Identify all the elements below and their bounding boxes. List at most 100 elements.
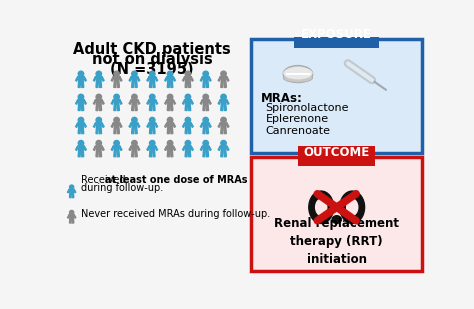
Circle shape [96,71,101,77]
Polygon shape [96,150,99,157]
Polygon shape [202,100,209,103]
Polygon shape [99,80,101,87]
Circle shape [221,141,226,146]
Polygon shape [149,146,155,150]
Polygon shape [137,123,140,128]
Polygon shape [155,100,157,104]
Circle shape [167,117,173,123]
Circle shape [221,117,226,123]
Circle shape [149,71,155,77]
Polygon shape [185,150,188,157]
Polygon shape [135,126,137,133]
Polygon shape [209,123,211,128]
Polygon shape [171,150,173,157]
Circle shape [149,117,155,123]
Circle shape [203,141,209,146]
Polygon shape [102,100,104,104]
Polygon shape [129,146,131,150]
Polygon shape [167,146,173,150]
Circle shape [78,141,84,146]
Circle shape [70,185,74,189]
Polygon shape [68,189,69,193]
Polygon shape [120,100,122,104]
Polygon shape [78,80,81,87]
Circle shape [132,71,137,77]
Circle shape [149,141,155,146]
Polygon shape [68,215,69,218]
Polygon shape [78,77,84,80]
Polygon shape [201,100,202,104]
Polygon shape [93,123,96,128]
Circle shape [96,117,101,123]
Circle shape [203,117,209,123]
Polygon shape [113,123,120,126]
FancyBboxPatch shape [251,39,422,153]
Polygon shape [117,126,119,133]
Ellipse shape [283,73,313,83]
Polygon shape [218,77,220,81]
Polygon shape [165,123,167,128]
Polygon shape [113,77,120,80]
Text: Received: Received [81,175,128,185]
Polygon shape [209,77,211,81]
Circle shape [132,117,137,123]
Polygon shape [120,146,122,150]
Polygon shape [167,103,170,111]
Polygon shape [167,80,170,87]
Circle shape [78,94,84,100]
Polygon shape [191,146,193,150]
Polygon shape [224,150,226,157]
Polygon shape [153,126,155,133]
Text: at least one dose of MRAs: at least one dose of MRAs [105,175,247,185]
Polygon shape [227,146,229,150]
Polygon shape [99,126,101,133]
Polygon shape [102,77,104,81]
Polygon shape [99,103,101,111]
Polygon shape [167,126,170,133]
Polygon shape [149,80,152,87]
Polygon shape [165,100,167,104]
Polygon shape [120,77,122,81]
Polygon shape [78,103,81,111]
Circle shape [114,141,119,146]
Polygon shape [221,80,223,87]
Polygon shape [220,100,227,103]
Circle shape [78,117,84,123]
Polygon shape [114,126,116,133]
Circle shape [78,71,84,77]
Polygon shape [203,103,205,111]
Polygon shape [111,146,113,150]
Polygon shape [185,123,191,126]
Polygon shape [111,77,113,81]
Polygon shape [149,100,155,103]
Polygon shape [209,146,211,150]
Polygon shape [132,150,134,157]
Polygon shape [82,150,84,157]
Ellipse shape [346,199,358,215]
Circle shape [203,94,209,100]
Polygon shape [114,103,116,111]
Polygon shape [191,77,193,81]
Circle shape [149,94,155,100]
Polygon shape [96,146,102,150]
Polygon shape [202,123,209,126]
Polygon shape [114,150,116,157]
Text: Canrenoate: Canrenoate [265,126,330,136]
Polygon shape [113,146,120,150]
Polygon shape [129,77,131,81]
Polygon shape [188,80,191,87]
Ellipse shape [309,191,334,223]
Polygon shape [78,123,84,126]
Polygon shape [182,77,185,81]
Polygon shape [117,103,119,111]
Polygon shape [203,80,205,87]
Polygon shape [220,123,227,126]
Circle shape [114,71,119,77]
Circle shape [70,210,74,215]
Polygon shape [149,77,155,80]
Polygon shape [227,100,229,104]
Polygon shape [93,100,96,104]
Polygon shape [117,150,119,157]
Polygon shape [185,126,188,133]
Text: Spironolactone: Spironolactone [265,103,349,112]
